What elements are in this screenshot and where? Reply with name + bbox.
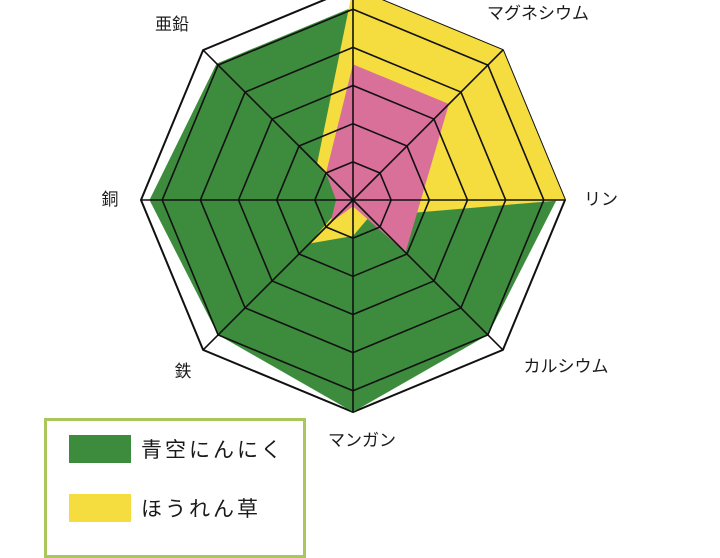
axis-label-7: 亜鉛 (155, 15, 189, 35)
legend-label-garlic: 青空にんにく (141, 438, 285, 462)
axis-label-3: カルシウム (524, 357, 609, 377)
axis-label-5: 鉄 (175, 362, 192, 382)
grid-spoke-1 (352, 49, 504, 201)
axis-label-6: 銅 (102, 190, 119, 210)
grid-spoke-3 (352, 199, 504, 351)
axis-label-4: マンガン (328, 431, 396, 451)
series-area-2 (326, 64, 449, 253)
axis-label-1: マグネシウム (487, 4, 589, 24)
legend-label-spinach: ほうれん草 (141, 497, 261, 521)
legend-swatch-garlic (69, 435, 131, 463)
legend: 青空にんにく ほうれん草 (44, 418, 306, 558)
legend-item-spinach: ほうれん草 (69, 494, 261, 522)
legend-swatch-spinach (69, 494, 131, 522)
grid-spoke-7 (202, 49, 354, 201)
legend-item-garlic: 青空にんにく (69, 435, 285, 463)
axis-label-2: リン (584, 190, 618, 210)
grid-spoke-5 (202, 199, 354, 351)
